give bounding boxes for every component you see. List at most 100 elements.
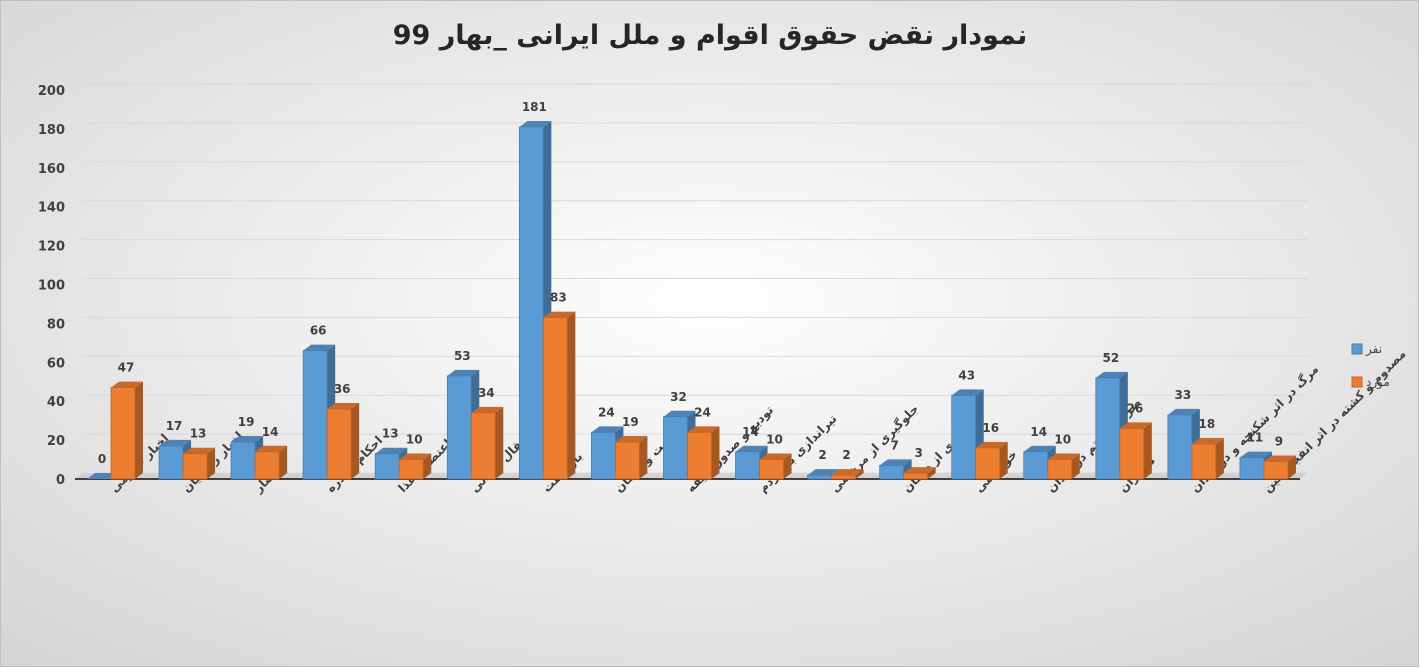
y-tick-label: 40 — [47, 395, 65, 410]
bar — [951, 394, 977, 480]
bar — [1167, 414, 1193, 480]
data-label: 32 — [670, 390, 687, 404]
data-label: 10 — [1054, 433, 1071, 447]
data-label: 52 — [1102, 351, 1119, 365]
bar-side — [927, 467, 936, 479]
bar-side — [639, 436, 648, 479]
bar-top — [399, 453, 432, 460]
data-label: 18 — [1199, 417, 1216, 431]
bar-top — [879, 459, 912, 466]
bar-top — [1263, 455, 1296, 462]
y-tick-label: 0 — [56, 473, 65, 488]
bar — [182, 453, 208, 480]
bar-top — [591, 426, 624, 433]
bar-top — [1047, 453, 1080, 460]
bar-side — [711, 426, 720, 479]
bar-top — [1191, 437, 1224, 444]
bar — [398, 459, 424, 480]
legend-swatch — [1351, 376, 1363, 388]
bar-top — [327, 402, 360, 409]
bar — [1191, 443, 1217, 480]
data-label: 14 — [1030, 425, 1047, 439]
y-tick-label: 140 — [38, 201, 65, 216]
data-label: 19 — [622, 415, 639, 429]
bar-side — [207, 447, 216, 479]
bar — [374, 453, 400, 480]
bar-top — [231, 436, 264, 443]
bar — [663, 416, 688, 480]
data-label: 24 — [694, 405, 711, 419]
bar-top — [111, 381, 143, 388]
bar-top — [183, 447, 216, 454]
data-label: 26 — [1126, 401, 1143, 415]
bar-side — [495, 406, 504, 479]
bar-top — [1239, 451, 1272, 458]
y-tick-label: 100 — [38, 279, 65, 294]
data-label: 17 — [166, 419, 183, 433]
bar-side — [1071, 453, 1080, 479]
data-label: 13 — [190, 427, 207, 441]
data-label: 47 — [118, 361, 135, 375]
bar — [687, 431, 712, 480]
data-label: 11 — [1247, 431, 1264, 445]
bar-top — [735, 445, 768, 452]
data-label: 53 — [454, 349, 471, 363]
data-label: 181 — [522, 100, 547, 114]
data-label: 13 — [382, 427, 399, 441]
chart-title: نمودار نقض حقوق اقوام و ملل ایرانی _بهار… — [393, 20, 1028, 51]
y-tick-label: 120 — [38, 240, 65, 255]
bar-side — [1143, 422, 1152, 479]
bar — [1047, 459, 1073, 480]
bar — [302, 350, 328, 480]
bar — [326, 408, 352, 480]
bar — [518, 126, 544, 480]
bar-top — [543, 311, 576, 318]
legend-label: نفر — [1365, 342, 1382, 357]
data-label: 14 — [262, 425, 279, 439]
bar-top — [975, 441, 1008, 448]
bar-top — [807, 469, 840, 476]
data-label: 2 — [842, 448, 850, 462]
bar-side — [783, 453, 792, 479]
bar — [254, 451, 280, 480]
legend-label: مورد — [1366, 375, 1390, 390]
bar-top — [1119, 422, 1152, 429]
bar — [446, 375, 472, 480]
bar-top — [159, 439, 192, 446]
bar-top — [663, 410, 696, 417]
bar — [158, 445, 184, 480]
data-label: 34 — [478, 386, 495, 400]
data-label: 16 — [982, 421, 999, 435]
bar — [615, 441, 640, 480]
bar — [807, 474, 832, 480]
bar-side — [351, 402, 360, 479]
data-label: 3 — [914, 446, 922, 460]
data-label: 24 — [598, 405, 615, 419]
bar-side — [855, 469, 864, 479]
bar — [1263, 461, 1289, 480]
bar — [879, 464, 905, 480]
data-label: 2 — [818, 448, 826, 462]
legend-swatch — [1351, 343, 1363, 355]
y-tick-label: 160 — [38, 162, 65, 177]
bar — [230, 441, 256, 480]
bar-top — [687, 426, 720, 433]
bar-top — [951, 389, 984, 396]
bar-top — [519, 120, 552, 127]
data-label: 43 — [958, 368, 975, 382]
y-tick-label: 80 — [47, 317, 65, 332]
data-label: 10 — [766, 433, 783, 447]
bar-top — [1023, 445, 1056, 452]
data-label: 0 — [98, 452, 106, 466]
bar-top — [471, 406, 504, 413]
y-tick-label: 200 — [38, 84, 65, 99]
y-tick-label: 20 — [47, 434, 65, 449]
data-label: 66 — [310, 324, 327, 338]
y-tick-label: 60 — [47, 356, 65, 371]
bar-side — [135, 381, 143, 479]
bar — [1119, 428, 1145, 480]
bar — [542, 317, 568, 480]
y-tick-label: 180 — [38, 123, 65, 138]
